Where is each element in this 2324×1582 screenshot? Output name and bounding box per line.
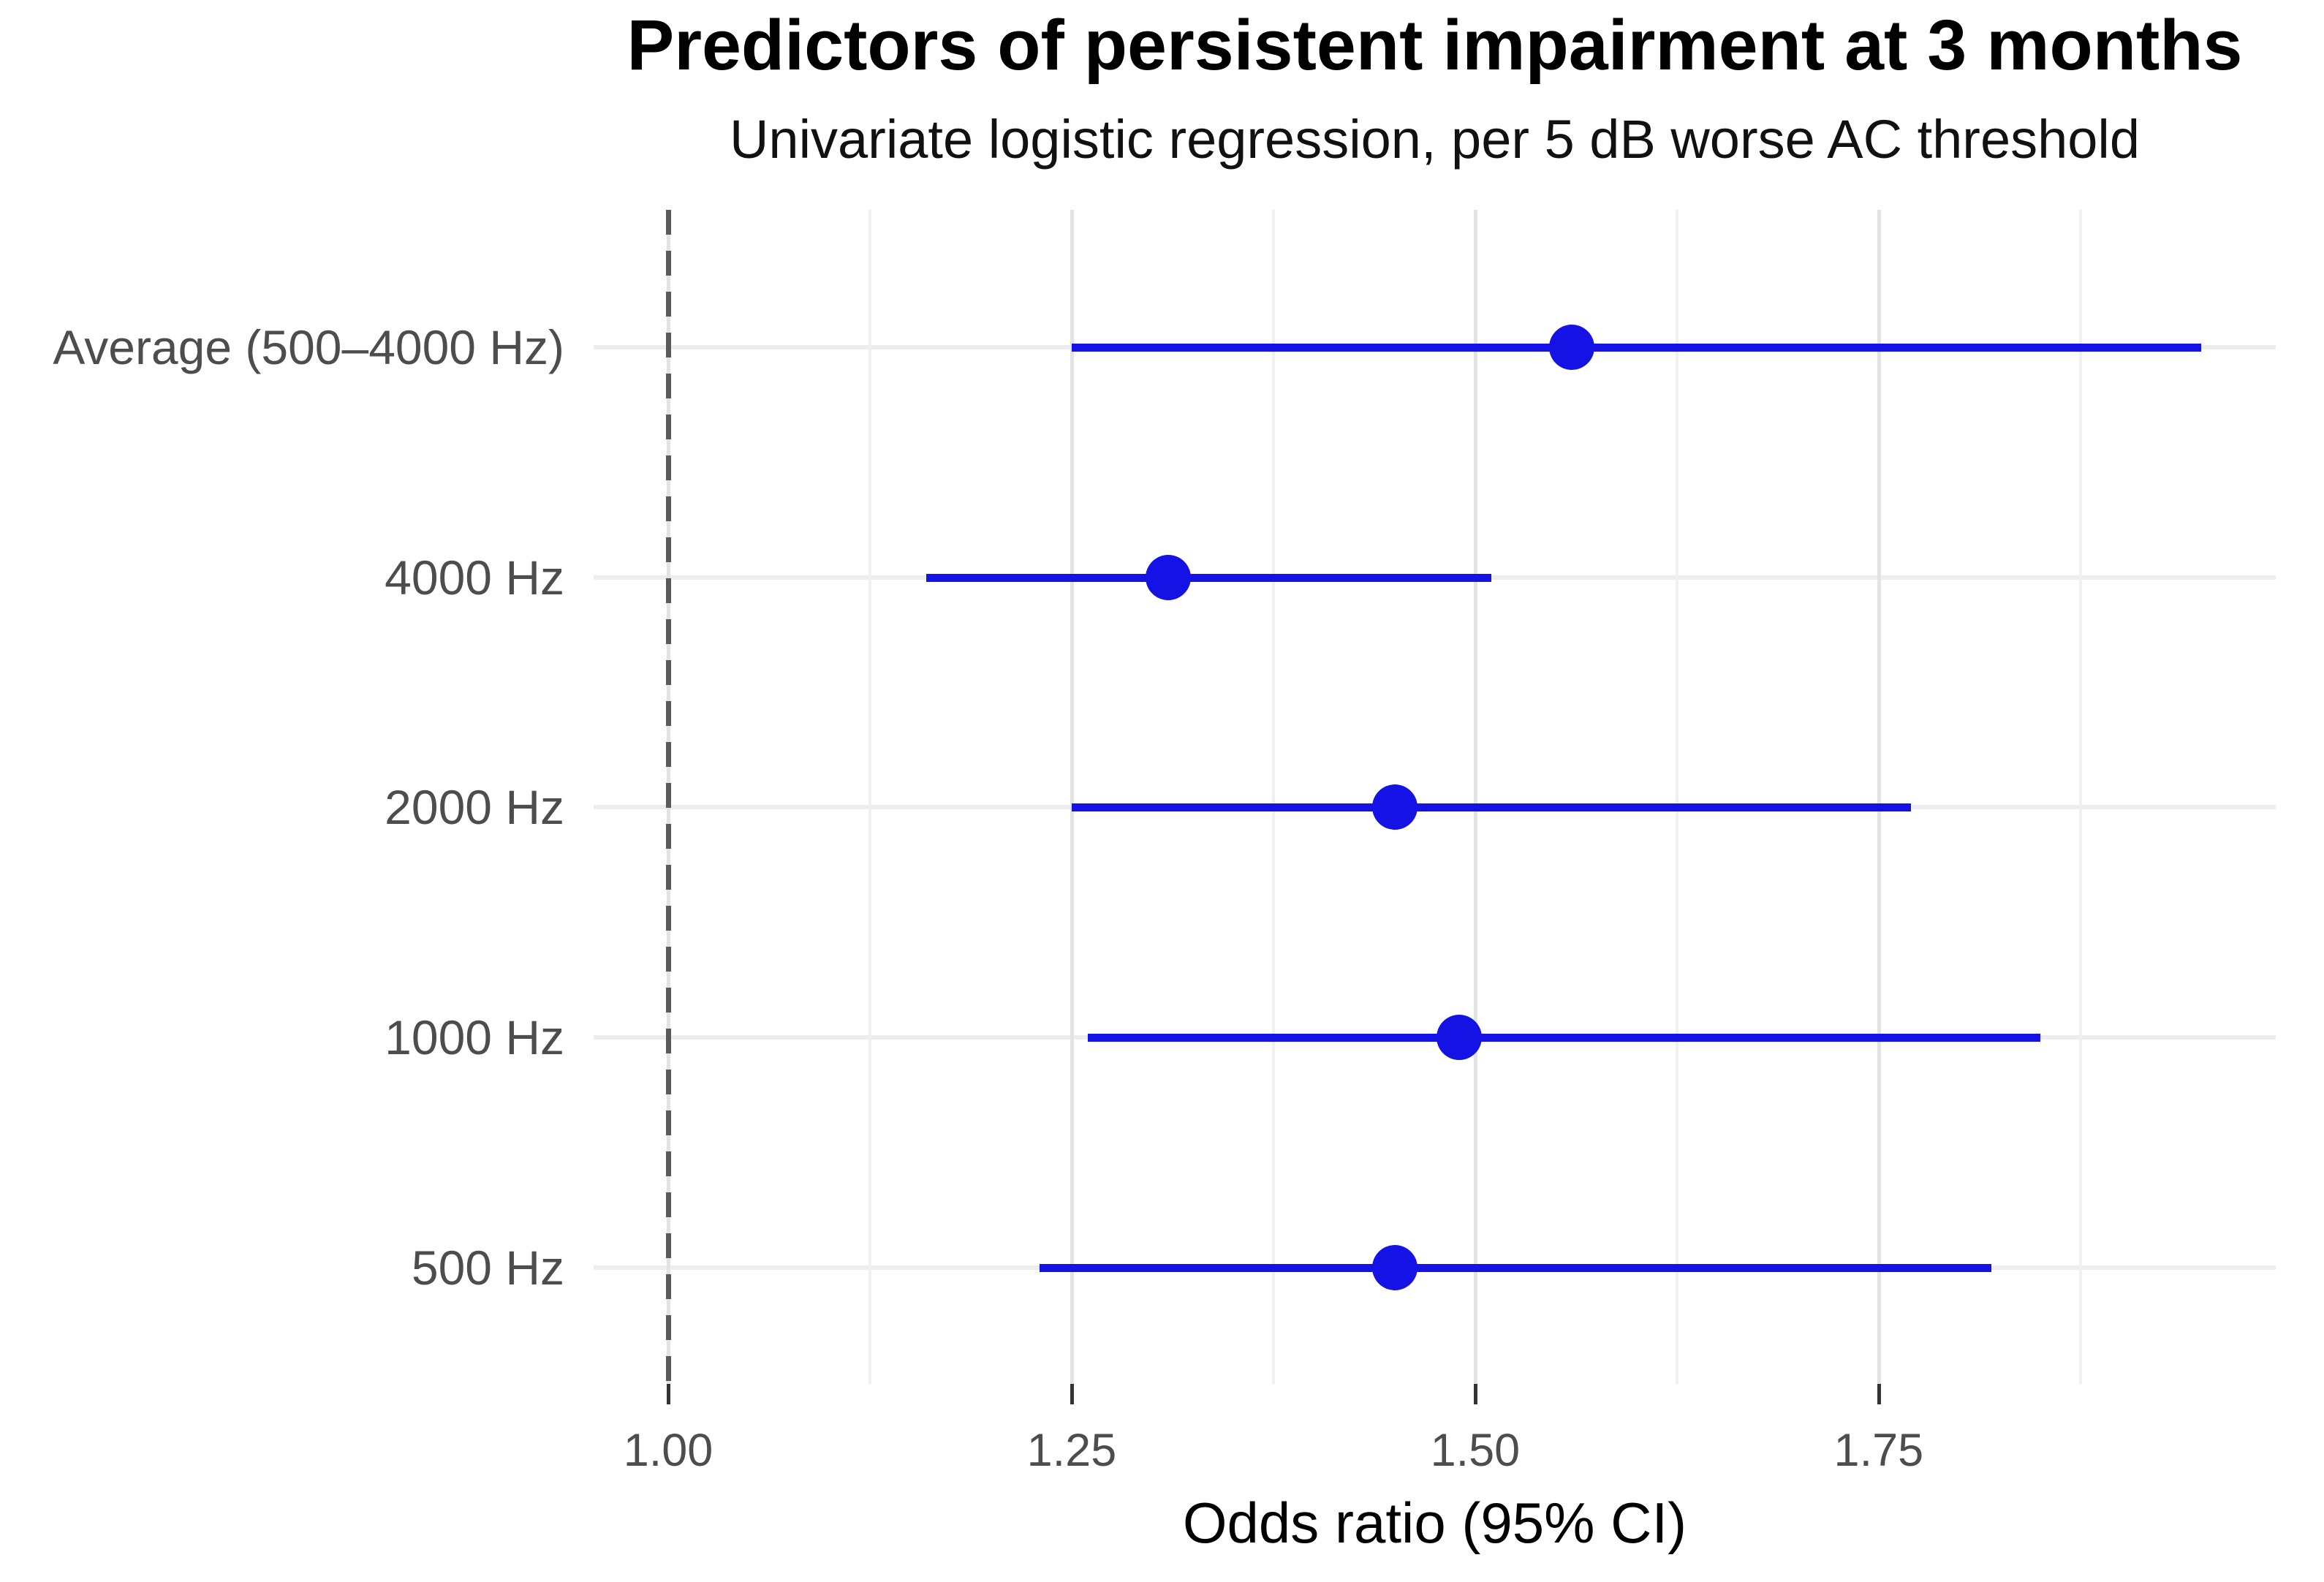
chart-title: Predictors of persistent impairment at 3… <box>627 5 2243 85</box>
or-point <box>1146 554 1192 600</box>
x-tick-mark <box>1070 1384 1074 1404</box>
y-axis-label: 500 Hz <box>411 1240 564 1295</box>
ci-line <box>926 573 1491 582</box>
x-tick-mark <box>1473 1384 1477 1404</box>
or-point <box>1549 325 1595 371</box>
x-tick-mark <box>1877 1384 1881 1404</box>
plot-panel <box>594 210 2276 1384</box>
y-axis-label: Average (500–4000 Hz) <box>53 320 564 375</box>
x-minor-gridline <box>1271 210 1275 1384</box>
x-axis-title: Odds ratio (95% CI) <box>1182 1491 1687 1555</box>
y-axis-label: 4000 Hz <box>385 550 564 605</box>
ci-line <box>1039 1263 1992 1272</box>
ci-line <box>1071 803 1912 812</box>
x-tick-label: 1.75 <box>1833 1425 1924 1476</box>
x-tick-mark <box>667 1384 670 1404</box>
x-minor-gridline <box>2078 210 2082 1384</box>
ci-line <box>1088 1034 2040 1042</box>
x-major-gridline <box>1473 210 1477 1384</box>
or-point <box>1371 1244 1418 1290</box>
x-major-gridline <box>1877 210 1881 1384</box>
y-axis-label: 2000 Hz <box>385 780 564 835</box>
x-minor-gridline <box>868 210 871 1384</box>
or-point <box>1436 1015 1482 1061</box>
or-point <box>1371 784 1418 830</box>
y-axis-label: 1000 Hz <box>385 1010 564 1065</box>
ci-line <box>1071 344 2202 352</box>
x-tick-label: 1.25 <box>1026 1425 1117 1476</box>
x-minor-gridline <box>1675 210 1678 1384</box>
x-tick-label: 1.50 <box>1430 1425 1521 1476</box>
x-tick-label: 1.00 <box>623 1425 714 1476</box>
x-major-gridline <box>1070 210 1074 1384</box>
reference-line-or-1 <box>666 210 671 1384</box>
chart-subtitle: Univariate logistic regression, per 5 dB… <box>729 109 2141 170</box>
